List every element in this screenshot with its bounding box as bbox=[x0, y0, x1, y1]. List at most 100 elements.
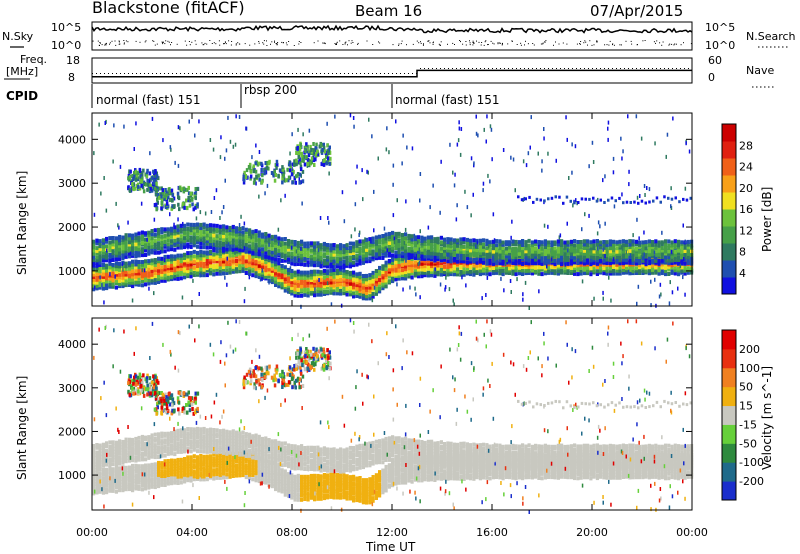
power-cell bbox=[313, 293, 317, 298]
power-cell bbox=[224, 178, 226, 183]
power-cell bbox=[452, 298, 454, 303]
power-cell bbox=[673, 260, 677, 265]
power-cell bbox=[365, 296, 369, 301]
velocity-cell bbox=[121, 482, 125, 487]
power-cell bbox=[150, 258, 154, 263]
power-cell bbox=[345, 286, 349, 291]
velocity-cell bbox=[98, 448, 102, 453]
power-cell bbox=[202, 241, 206, 246]
power-cell bbox=[147, 232, 151, 237]
power-cell bbox=[225, 268, 229, 273]
power-cell bbox=[638, 267, 642, 272]
velocity-cell bbox=[98, 489, 102, 494]
power-cell bbox=[543, 261, 547, 266]
power-cell bbox=[172, 205, 176, 209]
power-cell bbox=[387, 253, 391, 258]
power-cell bbox=[368, 282, 372, 287]
power-cell bbox=[443, 260, 447, 265]
power-cell bbox=[273, 178, 277, 183]
power-cell bbox=[249, 176, 252, 181]
power-cell bbox=[608, 246, 612, 251]
power-cell bbox=[215, 267, 219, 272]
power-cell bbox=[228, 253, 232, 258]
power-cell bbox=[163, 275, 167, 280]
power-cell bbox=[153, 271, 157, 275]
power-cell bbox=[329, 272, 333, 277]
power-cell bbox=[276, 162, 279, 167]
velocity-cell bbox=[121, 460, 125, 465]
nave-dot bbox=[224, 73, 225, 74]
y-tick-label: 1000 bbox=[58, 265, 86, 278]
power-cell bbox=[297, 127, 299, 132]
power-cell bbox=[605, 261, 609, 266]
power-cell bbox=[371, 292, 375, 296]
power-cell bbox=[173, 271, 177, 276]
noise-search-dot bbox=[282, 42, 284, 44]
power-cell bbox=[332, 246, 336, 251]
velocity-cell bbox=[166, 465, 170, 470]
power-cell bbox=[153, 280, 157, 285]
power-cell bbox=[391, 256, 395, 261]
power-cell bbox=[277, 277, 281, 282]
power-cell bbox=[144, 262, 148, 267]
colorbar-frame bbox=[721, 123, 737, 295]
power-cell bbox=[436, 252, 440, 257]
power-cell bbox=[469, 238, 473, 243]
power-cell bbox=[205, 233, 209, 238]
power-cell bbox=[498, 246, 502, 251]
power-cell bbox=[397, 246, 401, 251]
power-cell bbox=[101, 265, 105, 270]
power-cell bbox=[494, 257, 496, 262]
power-cell bbox=[251, 241, 255, 246]
power-cell bbox=[205, 245, 209, 250]
power-cell bbox=[612, 265, 616, 269]
power-cell bbox=[241, 254, 245, 259]
power-cell bbox=[634, 261, 638, 266]
power-cell bbox=[521, 257, 525, 262]
power-cell bbox=[124, 251, 128, 256]
power-cell bbox=[423, 259, 427, 264]
power-cell bbox=[314, 151, 318, 156]
power-cell bbox=[290, 254, 294, 259]
power-cell bbox=[638, 252, 642, 257]
power-cell bbox=[255, 175, 258, 179]
power-cell bbox=[176, 230, 180, 235]
power-cell bbox=[244, 271, 248, 275]
power-cell bbox=[599, 265, 603, 270]
power-cell bbox=[371, 270, 375, 275]
power-cell bbox=[134, 169, 138, 174]
power-cell bbox=[147, 182, 150, 187]
noise-search-dot bbox=[118, 43, 120, 45]
power-cell bbox=[114, 274, 116, 279]
power-cell bbox=[160, 272, 164, 277]
power-cell bbox=[159, 250, 162, 255]
power-cell bbox=[404, 227, 407, 232]
power-cell bbox=[313, 283, 317, 288]
power-cell bbox=[495, 255, 499, 260]
power-cell bbox=[417, 241, 421, 246]
power-cell bbox=[189, 235, 193, 240]
noise-search-dot bbox=[497, 43, 499, 45]
power-cell bbox=[543, 271, 547, 276]
power-cell bbox=[218, 262, 222, 267]
power-cell bbox=[137, 260, 141, 264]
power-cell bbox=[163, 267, 167, 272]
noise-search-dot bbox=[406, 44, 407, 46]
power-cell bbox=[521, 251, 525, 256]
power-cell bbox=[352, 270, 356, 275]
nave-dot bbox=[492, 68, 493, 69]
power-cell bbox=[160, 201, 163, 205]
power-cell bbox=[118, 241, 122, 246]
power-cell bbox=[514, 188, 516, 193]
power-cell bbox=[299, 164, 303, 169]
power-cell bbox=[418, 247, 421, 252]
velocity-cell bbox=[114, 485, 118, 490]
power-cell bbox=[248, 162, 252, 167]
power-cell bbox=[527, 268, 531, 273]
noise-search-dot bbox=[275, 43, 277, 45]
velocity-cell bbox=[150, 440, 154, 445]
power-cell bbox=[160, 249, 164, 254]
power-cell bbox=[186, 269, 190, 274]
velocity-cell bbox=[98, 461, 102, 466]
power-cell bbox=[410, 268, 414, 273]
